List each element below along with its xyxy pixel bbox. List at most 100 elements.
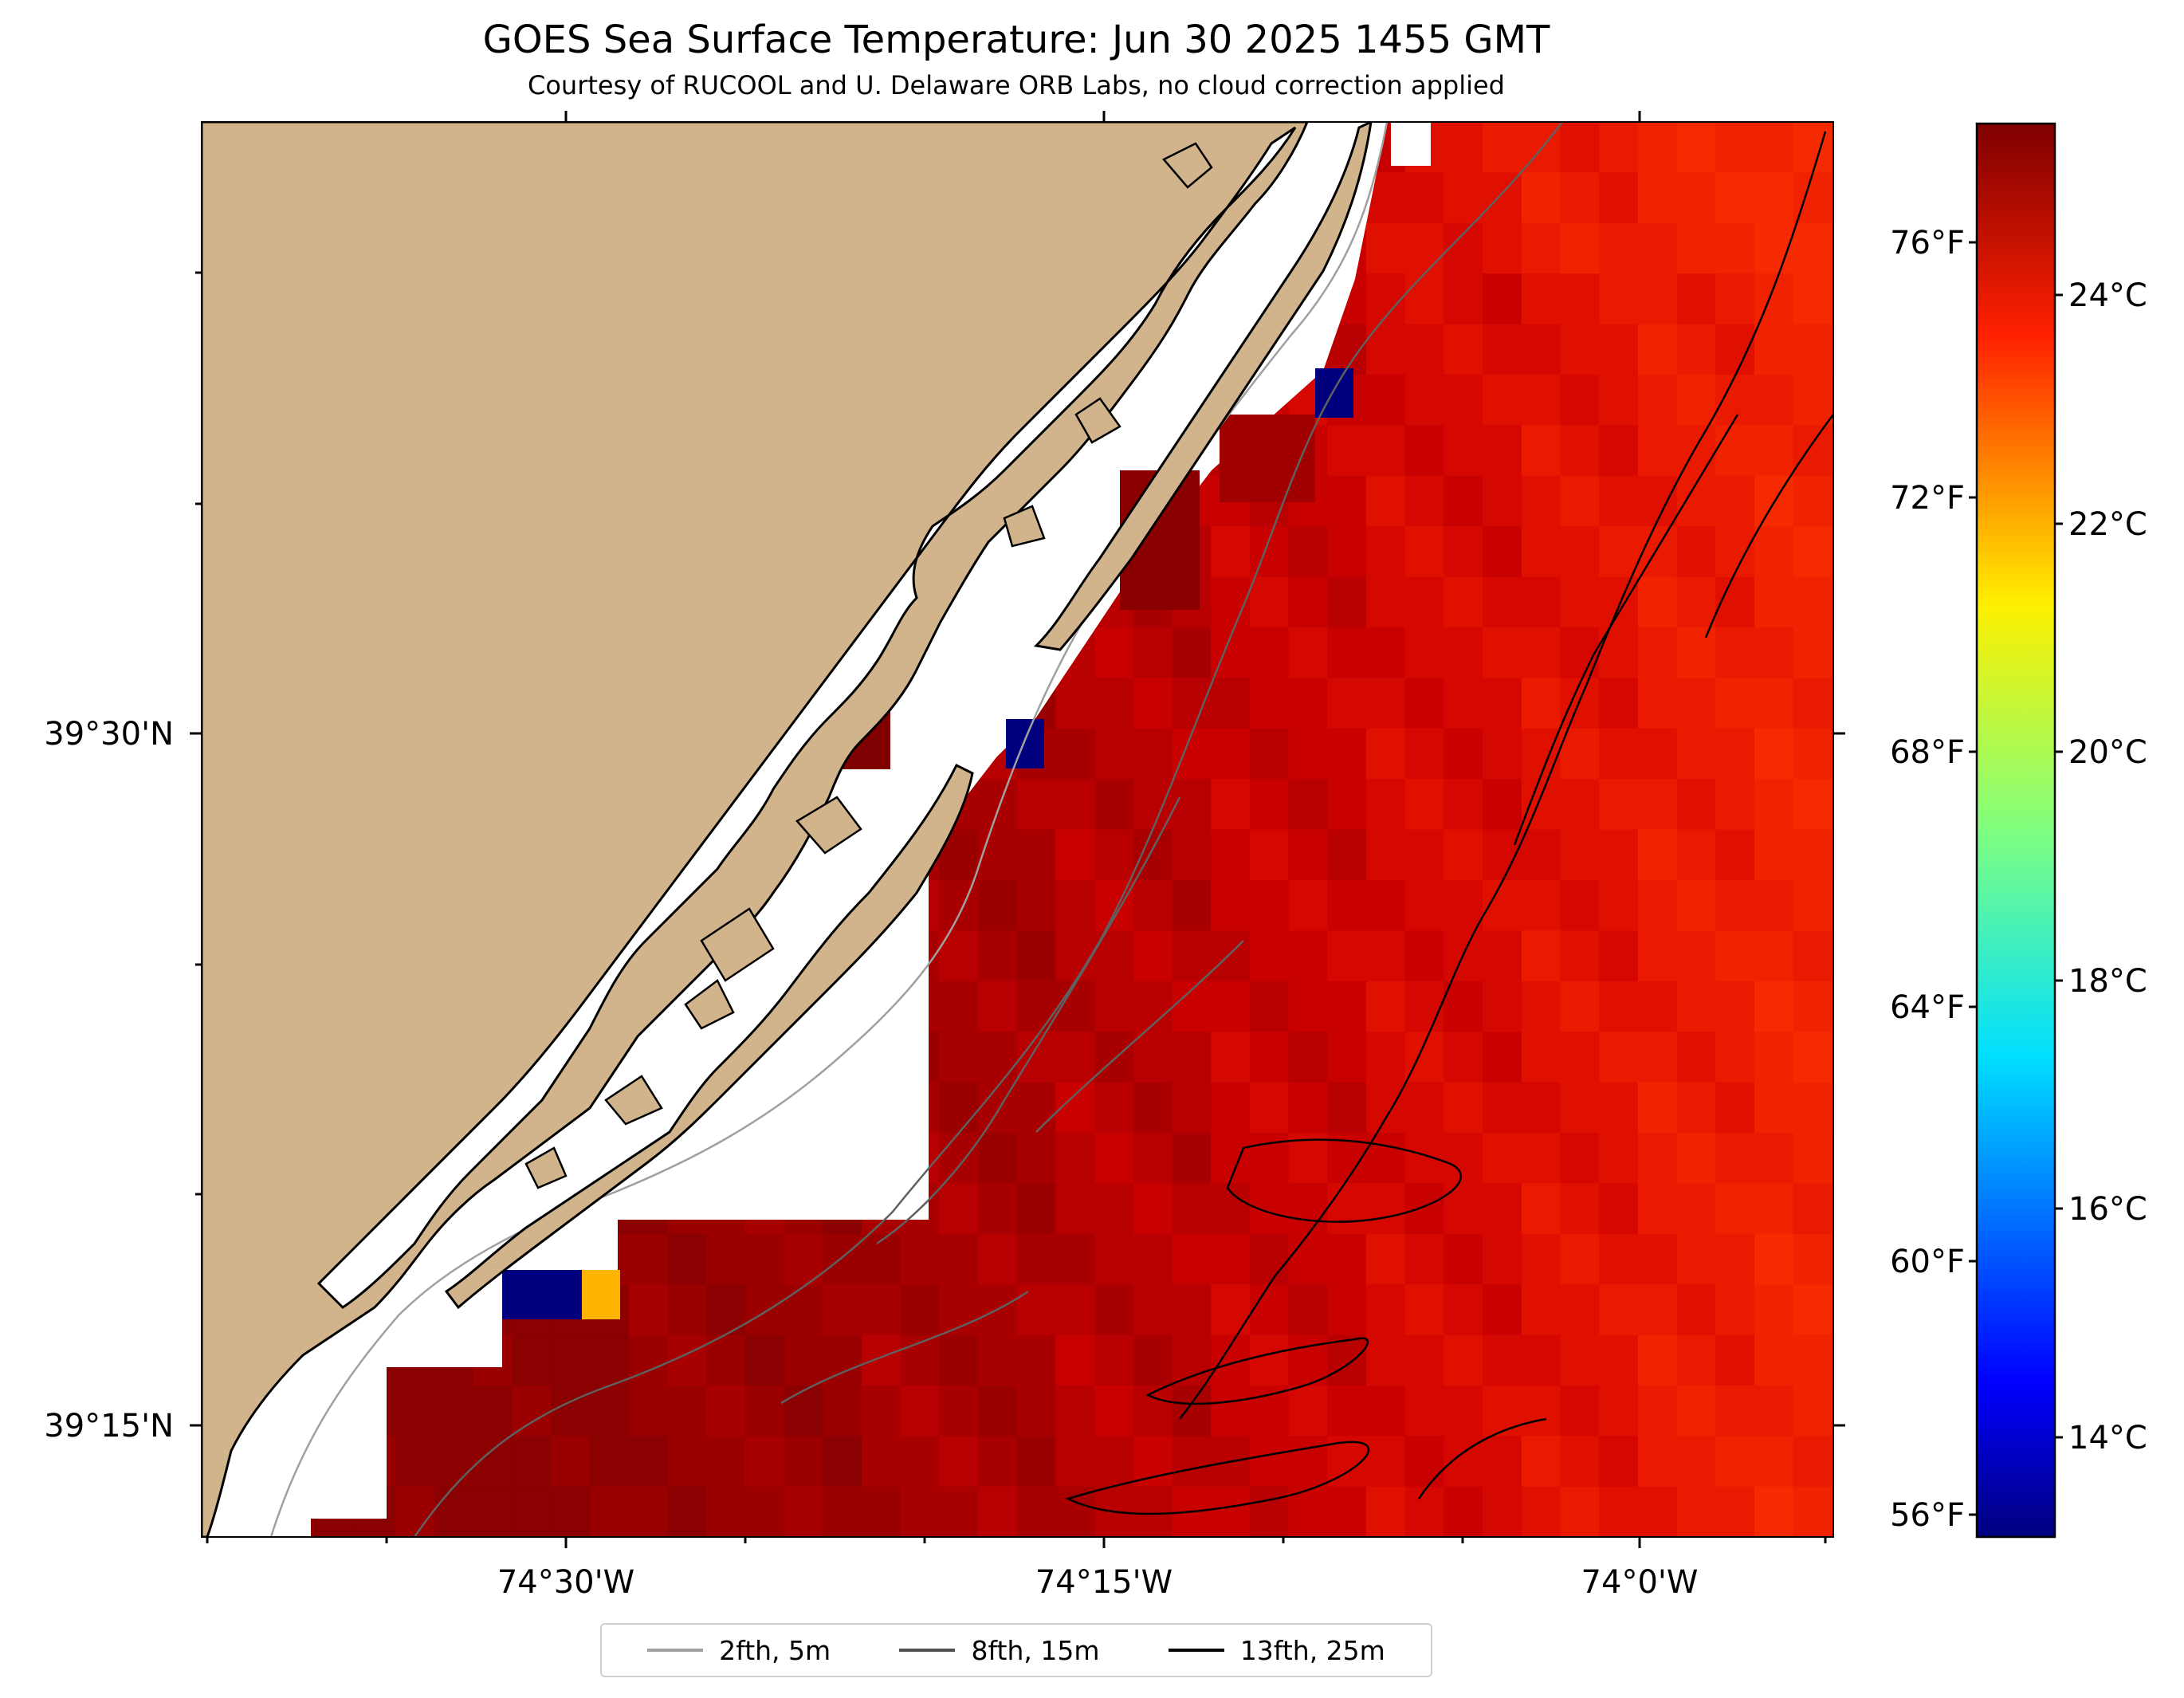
lon-label-740w: 74°0'W — [1581, 1564, 1699, 1601]
sst-cell — [1444, 829, 1483, 881]
sst-cell — [1715, 1183, 1755, 1235]
sst-cell — [1793, 1284, 1832, 1336]
sst-cell — [1793, 273, 1832, 325]
barrier-island — [1033, 122, 1373, 651]
sst-cell — [1055, 1183, 1095, 1235]
sst-cell — [1560, 930, 1600, 982]
legend-line-2fth — [647, 1649, 704, 1652]
sst-cell — [1444, 172, 1483, 224]
sst-cell — [1599, 779, 1639, 831]
sst-cell — [1832, 678, 1833, 729]
sst-cell — [1715, 1334, 1755, 1386]
sst-cell — [1211, 1386, 1251, 1437]
sst-cell — [1754, 324, 1794, 375]
barrier-island-south — [444, 763, 974, 1310]
sst-cell — [590, 1334, 630, 1386]
sst-cell — [1211, 880, 1251, 931]
sst-cell — [1249, 678, 1290, 729]
sst-cell — [1715, 1082, 1755, 1134]
sst-cell — [1327, 678, 1367, 729]
sst-cell — [706, 1334, 746, 1386]
sst-cell — [1599, 1133, 1639, 1184]
sst-cell — [1404, 425, 1444, 477]
sst-cell — [1483, 375, 1522, 426]
isobath-8fth — [413, 122, 1564, 1537]
sst-cell — [1560, 1284, 1600, 1336]
sst-cell — [1327, 576, 1367, 628]
sst-cell — [1366, 1334, 1406, 1386]
sst-cell — [1404, 1183, 1444, 1235]
sst-cell — [1599, 122, 1639, 173]
sst-cell — [1055, 678, 1095, 729]
sst-cell — [1327, 1233, 1367, 1285]
sst-cell — [1288, 627, 1328, 678]
sst-cell — [1327, 1032, 1367, 1083]
sst-cell — [1793, 1486, 1832, 1537]
sst-cell — [1094, 1133, 1134, 1184]
sst-cell — [1521, 324, 1561, 375]
sst-cell — [1444, 1486, 1483, 1537]
sst-cell — [1715, 1386, 1755, 1437]
sst-cell — [939, 1436, 979, 1488]
lon-label-7415w: 74°15'W — [1035, 1564, 1173, 1601]
sst-cell — [1327, 1284, 1367, 1336]
sst-cell — [1715, 880, 1755, 931]
sst-cell — [1560, 425, 1600, 477]
sst-cell — [1521, 880, 1561, 931]
sst-cell — [1599, 728, 1639, 780]
sst-cell — [1832, 475, 1833, 527]
sst-cell — [1793, 880, 1832, 931]
sst-cell — [1404, 678, 1444, 729]
map-frame — [201, 121, 1834, 1538]
sst-cell — [1211, 930, 1251, 982]
isobath-contours — [269, 122, 1833, 1537]
sst-cell — [1793, 728, 1832, 780]
sst-cell — [1637, 728, 1678, 780]
sst-cell — [1599, 1032, 1639, 1083]
sst-cell — [1483, 222, 1522, 274]
sst-cell — [1211, 576, 1251, 628]
sst-cell — [1637, 981, 1678, 1032]
sst-cell — [1715, 576, 1755, 628]
sst-cell — [1754, 678, 1794, 729]
sst-cell — [1676, 1032, 1716, 1083]
sst-cell — [1832, 1386, 1833, 1437]
isobath-13fth-b — [1226, 1138, 1462, 1223]
sst-cell — [1560, 728, 1600, 780]
sst-cell — [1599, 1436, 1639, 1488]
sst-cell — [1832, 1133, 1833, 1184]
sst-cell — [1637, 1284, 1678, 1336]
sst-cell — [1249, 1436, 1290, 1488]
sst-cell — [1288, 1032, 1328, 1083]
sst-cell — [1560, 779, 1600, 831]
sst-cell — [1211, 526, 1251, 578]
sst-cell — [1521, 1436, 1561, 1488]
sst-cell — [1715, 122, 1755, 173]
sst-cell — [1366, 576, 1406, 628]
sst-cell — [1637, 576, 1678, 628]
sst-cell — [1288, 1436, 1328, 1488]
sst-cell — [473, 1486, 513, 1537]
sst-cell — [784, 1334, 823, 1386]
sst-cell — [1599, 981, 1639, 1032]
isobath-legend: 2fth, 5m 8fth, 15m 13fth, 25m — [600, 1623, 1432, 1677]
sst-cell — [1133, 627, 1173, 678]
sst-cell — [628, 1233, 668, 1285]
sst-cell — [1676, 324, 1716, 375]
sst-cell — [1483, 930, 1522, 982]
sst-cell — [1676, 829, 1716, 881]
sst-cell — [434, 1486, 474, 1537]
sst-cell — [1715, 475, 1755, 527]
sst-cell — [1483, 1233, 1522, 1285]
cb-c-label-20: 20°C — [2068, 734, 2147, 771]
sst-cell — [1055, 1334, 1095, 1386]
sst-cell — [1832, 1082, 1833, 1134]
sst-cell — [978, 1032, 1018, 1083]
sst-cell — [1599, 880, 1639, 931]
sst-cell — [1676, 678, 1716, 729]
sst-cell — [1793, 981, 1832, 1032]
sst-cell — [1094, 678, 1134, 729]
sst-cell — [1249, 981, 1290, 1032]
sst-cell — [939, 880, 979, 931]
sst-cell — [706, 1436, 746, 1488]
